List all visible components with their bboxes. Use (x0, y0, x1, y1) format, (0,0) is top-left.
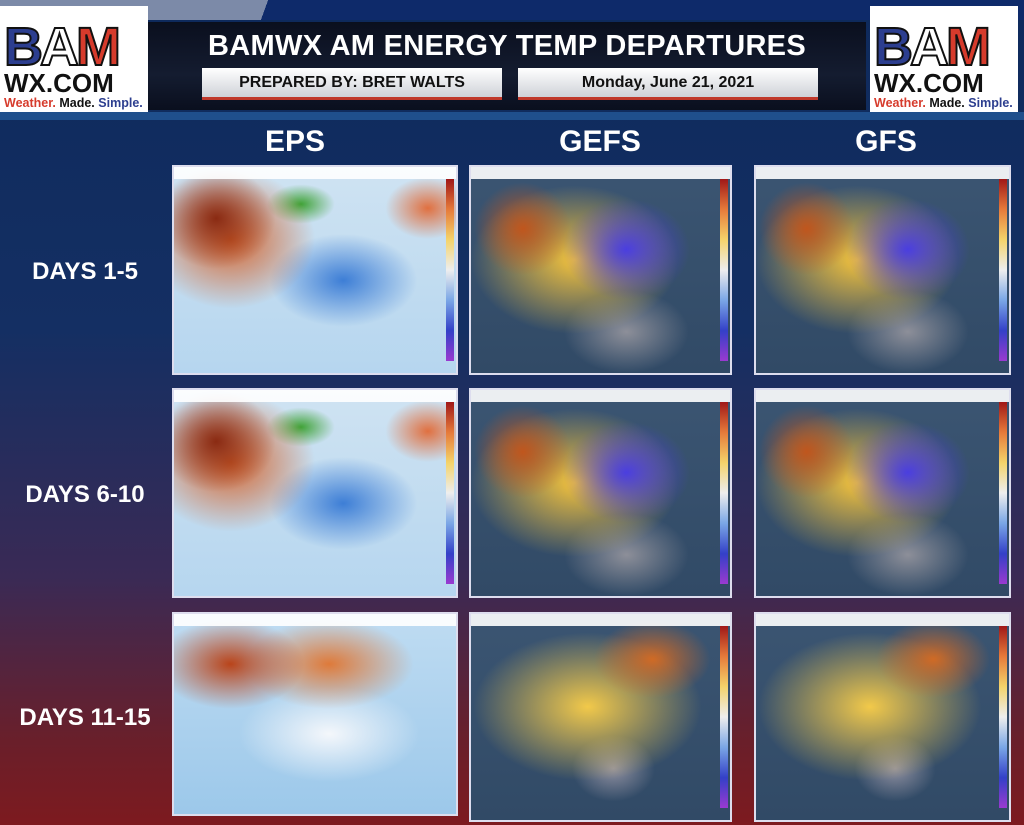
map-legend (999, 626, 1007, 808)
date-label: Monday, June 21, 2021 (518, 68, 818, 100)
map-legend (999, 179, 1007, 361)
column-header-eps: EPS (264, 125, 326, 158)
map-eps-days-6-10 (172, 388, 458, 598)
map-legend (720, 402, 728, 584)
row-header-days-1-5: DAYS 1-5 (32, 258, 138, 285)
row-header-days-11-15: DAYS 11-15 (19, 704, 151, 731)
bamwx-logo-right: BAM WX.COM Weather. Made. Simple. (870, 6, 1018, 112)
map-gefs-days-1-5 (469, 165, 732, 375)
map-legend (720, 626, 728, 808)
map-eps-days-11-15 (172, 612, 458, 816)
map-gefs-days-11-15 (469, 612, 732, 822)
bamwx-logo-left: BAM WX.COM Weather. Made. Simple. (0, 6, 148, 112)
header-banner: BAMWX AM ENERGY TEMP DEPARTURES PREPARED… (148, 22, 866, 110)
column-header-gefs: GEFS (559, 125, 641, 158)
page-title: BAMWX AM ENERGY TEMP DEPARTURES (208, 30, 806, 62)
map-legend (446, 402, 454, 584)
top-band (0, 0, 1024, 20)
map-legend (720, 179, 728, 361)
column-header-gfs: GFS (855, 125, 917, 158)
map-gfs-days-6-10 (754, 388, 1011, 598)
map-legend (999, 402, 1007, 584)
map-legend (446, 179, 454, 361)
map-gfs-days-1-5 (754, 165, 1011, 375)
row-header-days-6-10: DAYS 6-10 (25, 481, 145, 508)
header-strip (0, 112, 1024, 120)
map-gefs-days-6-10 (469, 388, 732, 598)
map-gfs-days-11-15 (754, 612, 1011, 822)
prepared-by-label: PREPARED BY: BRET WALTS (202, 68, 502, 100)
map-eps-days-1-5 (172, 165, 458, 375)
